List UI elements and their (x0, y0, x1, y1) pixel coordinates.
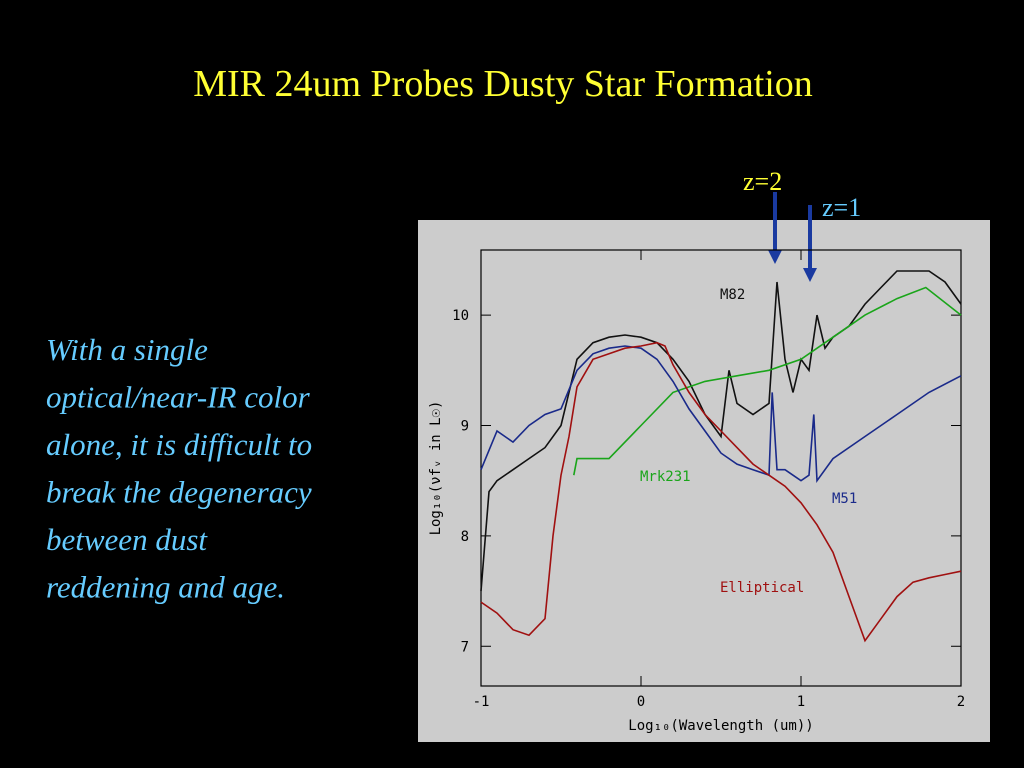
body-line: between dust (46, 522, 208, 557)
series-label: Mrk231 (640, 469, 691, 485)
body-line: With a single (46, 332, 208, 367)
y-tick-label: 8 (461, 529, 469, 545)
series-label: M51 (832, 491, 857, 507)
annotation: z=2 (743, 167, 782, 196)
body-line: alone, it is difficult to (46, 427, 312, 462)
x-tick-label: 1 (797, 694, 805, 710)
x-tick-label: 0 (637, 694, 645, 710)
series-line (480, 341, 962, 643)
plot: -1 0 1 2 7 8 9 10 Log₁₀(Wavelength (um)) Log₁₀(νf… (428, 249, 965, 734)
y-tick-label: 10 (452, 308, 469, 324)
y-tick-label: 9 (461, 419, 469, 435)
body-text: With a single optical/near-IR color alone,… (46, 332, 312, 605)
series-label: M82 (720, 287, 745, 303)
annotation: z=1 (822, 193, 861, 222)
slide-title: MIR 24um Probes Dusty Star Formation (193, 63, 813, 105)
y-tick-label: 7 (461, 639, 469, 655)
arrow-head (803, 268, 817, 282)
x-axis-label: Log₁₀(Wavelength (um)) (628, 718, 813, 734)
body-line: optical/near-IR color (46, 380, 311, 415)
body-line: reddening and age. (46, 570, 285, 605)
x-tick-label: -1 (473, 694, 490, 710)
series-line (480, 345, 962, 484)
chart-panel (418, 220, 990, 742)
series-line (573, 286, 962, 476)
y-axis-label: Log₁₀(νfᵥ in L☉) (428, 401, 444, 536)
x-tick-label: 2 (957, 694, 965, 710)
arrow-head (768, 250, 782, 264)
body-line: break the degeneracy (46, 475, 312, 510)
series-label: Elliptical (720, 580, 804, 596)
